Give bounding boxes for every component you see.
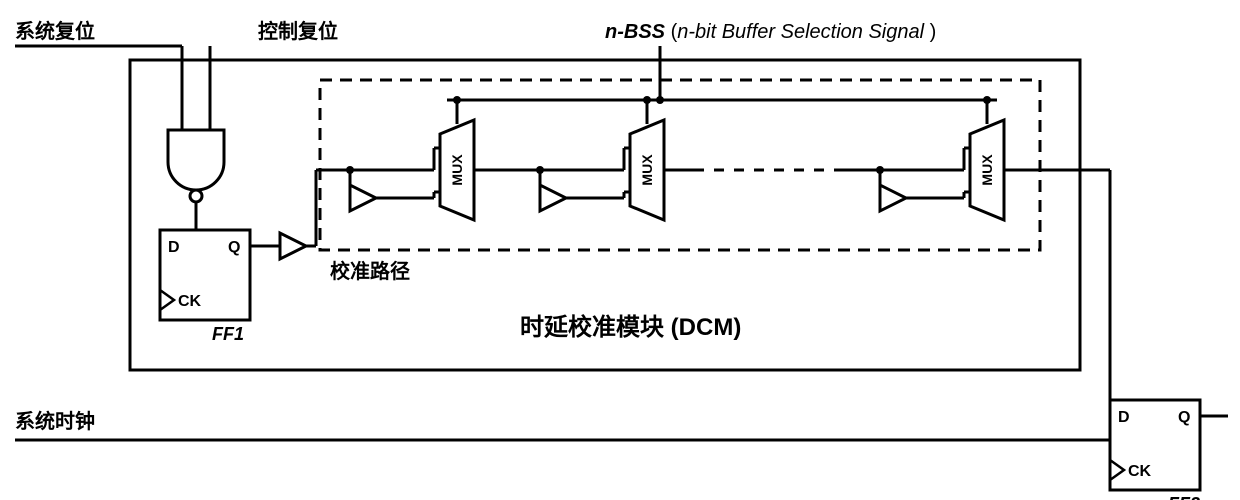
ff1-pin-d: D [168,239,180,256]
node [876,166,884,174]
mux-label: MUX [979,154,995,186]
and-gate [168,130,224,190]
ff2-pin-q: Q [1178,409,1190,426]
label-system-reset: 系统复位 [15,19,95,43]
ff1-pin-ck: CK [178,293,202,310]
label-ff1: FF1 [212,324,244,344]
stage-buffer [350,185,376,211]
node [536,166,544,174]
ff1-ck-triangle [160,290,174,310]
ff2-pin-d: D [1118,409,1130,426]
stage-buffer [540,185,566,211]
ff2-ck-triangle [1110,460,1124,480]
label-control-reset: 控制复位 [258,19,338,43]
stage-buffer [880,185,906,211]
node [453,96,461,104]
calibration-path-box [320,80,1040,250]
label-dcm: 时延校准模块 (DCM) [520,313,741,341]
buffer-after-ff1 [280,233,306,259]
node [983,96,991,104]
ff2-pin-ck: CK [1128,463,1152,480]
label-calib-path: 校准路径 [330,259,410,283]
label-ff2: FF2 [1168,494,1200,500]
node [643,96,651,104]
node-bss [656,96,664,104]
mux-label: MUX [639,154,655,186]
node [346,166,354,174]
label-n-bss: n-BSS (n-bit Buffer Selection Signal ) [605,21,936,43]
mux-label: MUX [449,154,465,186]
label-system-clock: 系统时钟 [15,409,95,433]
and-gate-bubble [190,190,202,202]
ff1-pin-q: Q [228,239,240,256]
